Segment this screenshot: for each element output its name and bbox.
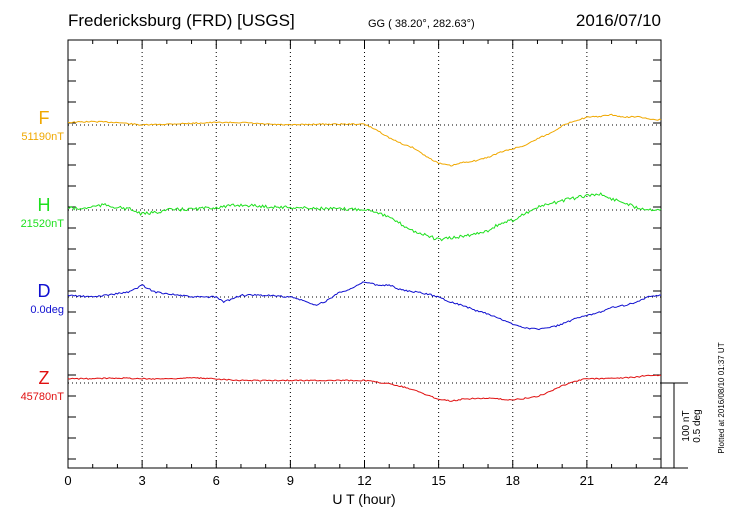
date-label: 2016/07/10 (576, 11, 661, 30)
grid-lines (141, 40, 588, 468)
series-line-f (67, 113, 662, 167)
series-labels: F 51190nT H 21520nT D 0.0deg Z 45780nT (21, 108, 65, 403)
series-name-z: Z (39, 368, 50, 388)
series-name-d: D (38, 281, 51, 301)
series-line-d (67, 281, 662, 331)
series-baseline-label-d: 0.0deg (30, 304, 64, 316)
x-tick-label: 12 (357, 473, 371, 488)
x-axis-label: U T (hour) (332, 491, 395, 507)
x-tick-label: 15 (431, 473, 445, 488)
x-tick-label: 0 (64, 473, 71, 488)
x-tick-label: 21 (580, 473, 594, 488)
series-name-h: H (38, 195, 51, 215)
series-lines (67, 113, 662, 402)
series-baseline-label-h: 21520nT (21, 218, 65, 230)
series-line-z (67, 374, 662, 402)
scale-bar-deg-label: 0.5 deg (692, 409, 703, 442)
scale-bar-nt-label: 100 nT (681, 410, 692, 441)
series-baseline-label-f: 51190nT (21, 131, 64, 143)
x-tick-label: 3 (139, 473, 146, 488)
plotted-timestamp: Plotted at 2016/08/10 01:37 UT (717, 342, 726, 453)
x-tick-label: 6 (213, 473, 220, 488)
series-baseline-label-z: 45780nT (21, 391, 65, 403)
x-tick-label: 9 (287, 473, 294, 488)
series-line-h (67, 192, 662, 242)
x-tick-labels: 0 3 6 9 12 15 18 21 24 (64, 473, 668, 488)
series-name-f: F (39, 108, 50, 128)
x-tick-label: 18 (506, 473, 520, 488)
coordinates-label: GG ( 38.20°, 282.63°) (368, 18, 475, 30)
scale-bar: 100 nT 0.5 deg (661, 382, 703, 469)
x-tick-label: 24 (654, 473, 668, 488)
station-title: Fredericksburg (FRD) [USGS] (68, 11, 295, 30)
